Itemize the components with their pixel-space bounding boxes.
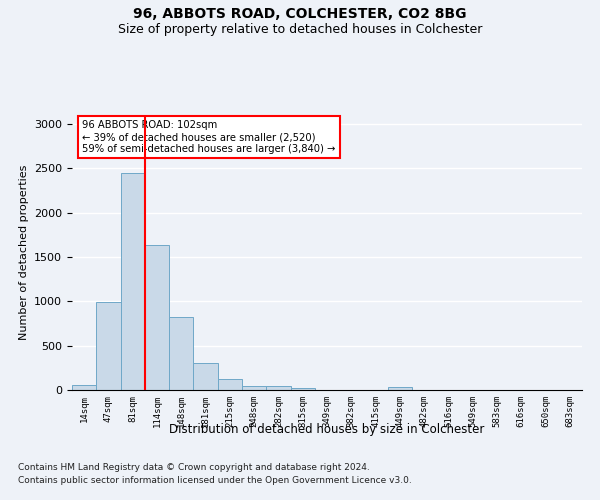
- Text: Contains HM Land Registry data © Crown copyright and database right 2024.: Contains HM Land Registry data © Crown c…: [18, 462, 370, 471]
- Bar: [266, 386, 290, 390]
- Text: 96, ABBOTS ROAD, COLCHESTER, CO2 8BG: 96, ABBOTS ROAD, COLCHESTER, CO2 8BG: [133, 8, 467, 22]
- Y-axis label: Number of detached properties: Number of detached properties: [19, 165, 29, 340]
- Bar: [290, 388, 315, 390]
- Bar: [169, 318, 193, 390]
- Text: 96 ABBOTS ROAD: 102sqm
← 39% of detached houses are smaller (2,520)
59% of semi-: 96 ABBOTS ROAD: 102sqm ← 39% of detached…: [82, 120, 335, 154]
- Bar: [72, 385, 96, 390]
- Bar: [218, 379, 242, 390]
- Bar: [193, 363, 218, 390]
- Bar: [145, 244, 169, 390]
- Bar: [121, 172, 145, 390]
- Text: Size of property relative to detached houses in Colchester: Size of property relative to detached ho…: [118, 22, 482, 36]
- Text: Contains public sector information licensed under the Open Government Licence v3: Contains public sector information licen…: [18, 476, 412, 485]
- Bar: [96, 302, 121, 390]
- Text: Distribution of detached houses by size in Colchester: Distribution of detached houses by size …: [169, 422, 485, 436]
- Bar: [388, 388, 412, 390]
- Bar: [242, 386, 266, 390]
